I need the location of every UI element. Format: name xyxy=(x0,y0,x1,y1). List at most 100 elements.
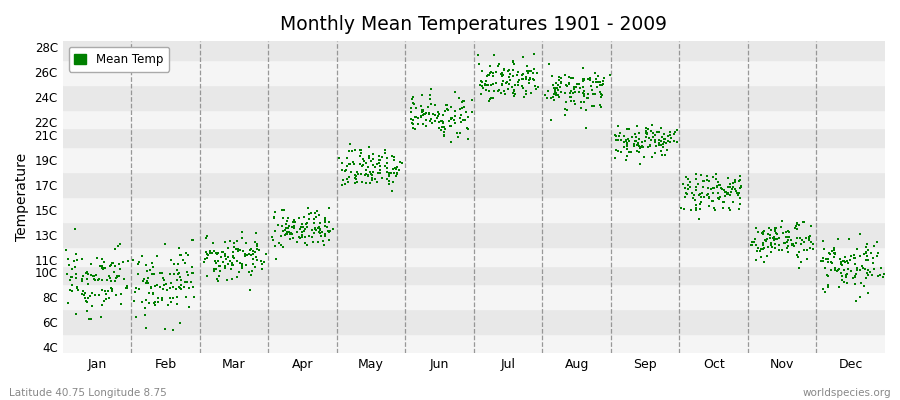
Point xyxy=(94,277,109,283)
Point xyxy=(151,299,166,305)
Point xyxy=(226,253,240,260)
Point xyxy=(479,78,493,84)
Point xyxy=(84,272,98,278)
Point xyxy=(497,88,511,94)
Point xyxy=(778,234,793,240)
Point xyxy=(614,149,628,156)
Point xyxy=(653,138,668,144)
Point xyxy=(867,243,881,250)
Point xyxy=(318,219,332,225)
Point xyxy=(680,173,694,180)
Point xyxy=(335,182,349,188)
Point xyxy=(632,143,646,150)
Point xyxy=(112,266,127,272)
Point xyxy=(65,266,79,272)
Point xyxy=(688,196,702,203)
Bar xyxy=(63,147,885,172)
Point xyxy=(593,104,608,111)
Point xyxy=(625,134,639,140)
Point xyxy=(142,290,157,297)
Point xyxy=(818,289,832,295)
Point xyxy=(287,216,302,223)
Point xyxy=(385,166,400,173)
Point xyxy=(214,249,229,255)
Point xyxy=(279,231,293,237)
Point xyxy=(704,186,718,192)
Point xyxy=(697,178,711,184)
Point xyxy=(766,235,780,241)
Point xyxy=(380,169,394,176)
Point xyxy=(147,299,161,306)
Point xyxy=(102,272,116,279)
Point xyxy=(86,273,101,280)
Point xyxy=(274,233,288,239)
Point xyxy=(847,255,861,261)
Point xyxy=(170,294,184,300)
Point xyxy=(618,138,633,145)
Point xyxy=(88,292,103,298)
Point xyxy=(482,98,496,104)
Point xyxy=(652,139,667,146)
Point xyxy=(655,141,670,147)
Point xyxy=(436,133,451,139)
Point xyxy=(877,274,891,280)
Point xyxy=(109,275,123,282)
Point xyxy=(587,103,601,109)
Point xyxy=(582,74,597,81)
Point xyxy=(572,81,586,87)
Point xyxy=(134,299,148,306)
Point xyxy=(816,286,831,292)
Point xyxy=(796,219,811,226)
Point xyxy=(78,289,93,296)
Point xyxy=(410,104,424,111)
Point xyxy=(713,194,727,200)
Legend: Mean Temp: Mean Temp xyxy=(68,47,169,72)
Point xyxy=(501,67,516,74)
Point xyxy=(307,216,321,222)
Point xyxy=(431,109,446,116)
Point xyxy=(348,173,363,180)
Point xyxy=(768,235,782,242)
Point xyxy=(248,230,263,236)
Point xyxy=(714,185,728,191)
Point xyxy=(348,147,363,153)
Point xyxy=(593,82,608,88)
Point xyxy=(268,256,283,262)
Point xyxy=(181,271,195,278)
Point xyxy=(320,228,335,234)
Point xyxy=(774,224,788,230)
Point xyxy=(404,109,419,115)
Point xyxy=(282,223,296,229)
Point xyxy=(88,277,103,284)
Point xyxy=(143,284,157,290)
Point xyxy=(840,280,854,286)
Point xyxy=(718,189,733,195)
Point xyxy=(456,104,471,110)
Point xyxy=(854,262,868,269)
Point xyxy=(754,246,769,252)
Point xyxy=(500,68,515,74)
Point xyxy=(452,95,466,102)
Point xyxy=(545,82,560,88)
Point xyxy=(435,118,449,124)
Point xyxy=(619,142,634,149)
Point xyxy=(701,178,716,184)
Point xyxy=(495,73,509,79)
Point xyxy=(627,131,642,137)
Point xyxy=(815,258,830,264)
Point xyxy=(644,154,659,160)
Point xyxy=(478,80,492,87)
Point xyxy=(815,238,830,244)
Point xyxy=(554,84,568,91)
Point xyxy=(479,87,493,93)
Point xyxy=(230,238,245,244)
Point xyxy=(674,204,688,211)
Point xyxy=(241,251,256,257)
Point xyxy=(250,257,265,264)
Point xyxy=(372,152,386,159)
Point xyxy=(315,228,329,235)
Bar xyxy=(63,222,885,247)
Point xyxy=(584,103,598,109)
Point xyxy=(860,272,875,278)
Point xyxy=(806,246,821,252)
